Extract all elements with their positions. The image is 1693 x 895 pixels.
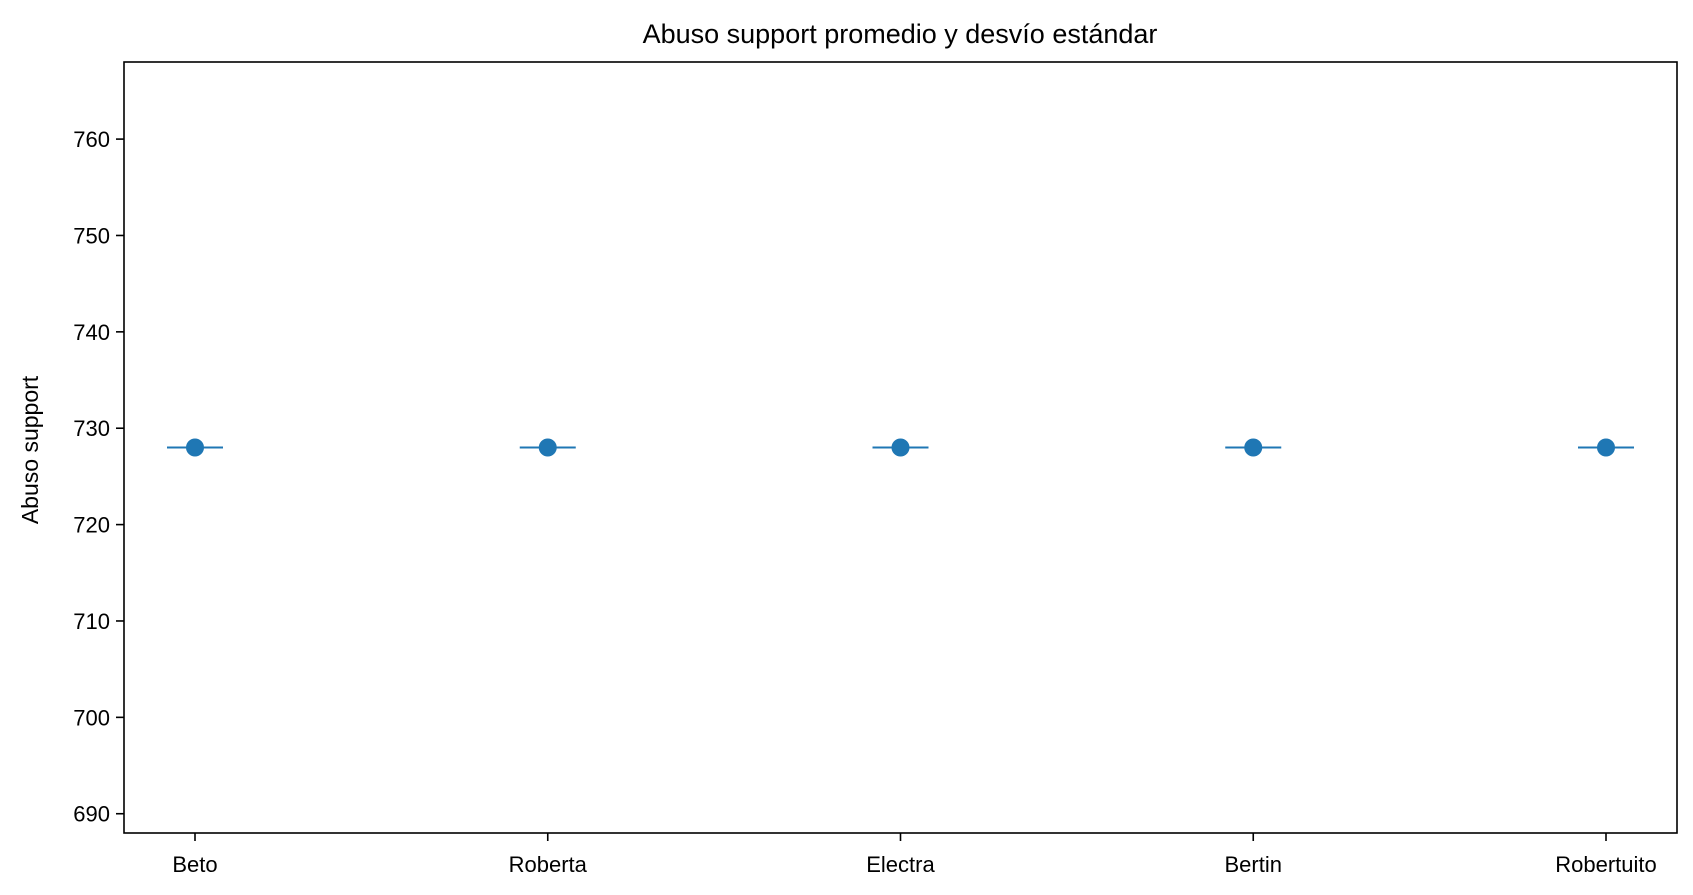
y-tick-label: 700 bbox=[73, 705, 110, 730]
y-tick-label: 750 bbox=[73, 223, 110, 248]
y-axis-title: Abuso support bbox=[17, 375, 43, 524]
y-tick-label: 760 bbox=[73, 127, 110, 152]
x-tick-label: Roberta bbox=[509, 852, 588, 877]
data-point bbox=[186, 438, 204, 457]
x-tick-label: Bertin bbox=[1225, 852, 1282, 877]
y-tick-label: 720 bbox=[73, 513, 110, 538]
data-point bbox=[1597, 438, 1615, 457]
x-tick-label: Electra bbox=[866, 852, 935, 877]
y-tick-label: 730 bbox=[73, 416, 110, 441]
plot-frame bbox=[123, 61, 1678, 834]
chart-title: Abuso support promedio y desvío estándar bbox=[643, 19, 1158, 49]
plot-area: 690 700 710 720 730 740 750 760 Beto Roberta Elect… bbox=[73, 127, 1656, 877]
y-tick-label: 690 bbox=[73, 802, 110, 827]
x-tick-label: Robertuito bbox=[1555, 852, 1657, 877]
data-point bbox=[1244, 438, 1263, 457]
data-point bbox=[538, 438, 557, 457]
y-tick-label: 740 bbox=[73, 320, 110, 345]
data-point bbox=[891, 438, 910, 457]
x-tick-label: Beto bbox=[172, 852, 217, 877]
y-tick-label: 710 bbox=[73, 609, 110, 634]
